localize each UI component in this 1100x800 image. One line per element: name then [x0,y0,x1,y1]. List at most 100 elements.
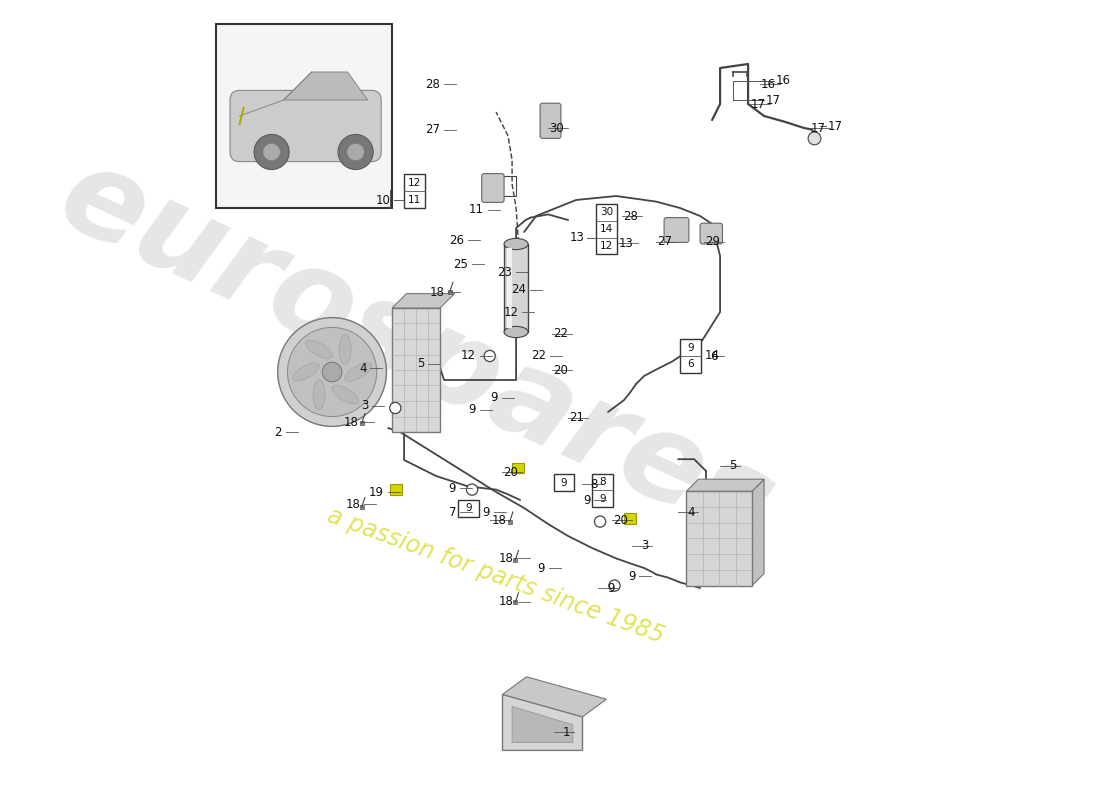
Circle shape [254,134,289,170]
Text: 16: 16 [761,78,777,90]
Ellipse shape [345,363,372,381]
Text: eurospares: eurospares [41,136,791,568]
Text: 9: 9 [482,506,490,518]
Text: 8: 8 [591,478,597,490]
Text: 11: 11 [469,203,484,216]
Ellipse shape [332,386,359,404]
Text: 14: 14 [600,224,613,234]
Text: 22: 22 [553,327,568,340]
Ellipse shape [293,363,319,381]
Text: 13: 13 [569,231,584,244]
Text: 17: 17 [828,120,843,133]
Text: 20: 20 [553,364,568,377]
Text: 11: 11 [408,194,421,205]
Circle shape [287,327,376,417]
Polygon shape [513,706,573,742]
Text: 13: 13 [619,237,634,250]
Text: 27: 27 [425,123,440,136]
Text: 5: 5 [728,459,736,472]
Polygon shape [503,694,583,750]
Text: 18: 18 [345,498,360,510]
Text: 4: 4 [688,506,694,518]
Text: 3: 3 [640,539,648,552]
Text: 6: 6 [688,359,694,370]
Text: 29: 29 [705,235,720,248]
Circle shape [594,516,606,527]
Circle shape [484,350,495,362]
FancyBboxPatch shape [700,223,723,244]
Bar [404,174,425,208]
Bar [392,308,440,432]
Text: 9: 9 [607,582,615,594]
Bar [507,248,513,328]
Circle shape [338,134,373,170]
Circle shape [609,580,620,591]
Text: 9: 9 [449,482,456,494]
Polygon shape [686,479,764,491]
Bar [216,24,392,208]
Text: 9: 9 [469,403,476,416]
Text: 22: 22 [530,350,546,362]
Text: 9: 9 [538,562,544,574]
Text: 28: 28 [623,210,638,222]
Text: 30: 30 [600,207,613,218]
Text: 27: 27 [657,235,672,248]
Circle shape [466,484,477,495]
Bar [513,462,525,474]
Text: 8: 8 [600,477,606,487]
Text: 10: 10 [375,194,390,206]
Bar [553,474,574,491]
Text: 9: 9 [561,478,568,488]
Text: 9: 9 [583,494,591,506]
Text: 17: 17 [750,98,766,110]
Text: 9: 9 [600,494,606,504]
FancyBboxPatch shape [482,174,504,202]
Text: 30: 30 [549,122,564,134]
Text: 20: 20 [613,514,628,526]
Text: 3: 3 [361,399,368,412]
Circle shape [277,318,386,426]
Text: 18: 18 [498,595,514,608]
Text: 17: 17 [766,94,781,106]
Text: 9: 9 [491,391,497,404]
Text: 21: 21 [569,411,584,424]
Text: 9: 9 [628,570,636,582]
Text: 2: 2 [274,426,282,438]
Text: 18: 18 [343,416,359,429]
Text: 12: 12 [461,350,476,362]
Text: 17: 17 [811,122,826,134]
Bar [504,244,528,332]
Ellipse shape [306,340,332,358]
Ellipse shape [339,334,351,364]
Circle shape [346,143,364,161]
Circle shape [322,362,342,382]
Circle shape [808,132,821,145]
Text: 20: 20 [504,466,518,478]
FancyBboxPatch shape [664,218,689,242]
Text: 6: 6 [711,350,718,363]
Bar [625,514,637,524]
Polygon shape [503,677,606,717]
Bar [686,491,752,586]
Circle shape [263,143,280,161]
Text: 9: 9 [688,342,694,353]
Text: 14: 14 [705,350,720,362]
Text: 4: 4 [359,362,366,374]
Text: 7: 7 [449,506,456,518]
Text: 1: 1 [563,726,571,738]
FancyBboxPatch shape [540,103,561,138]
Text: 12: 12 [600,241,613,251]
Text: 25: 25 [453,258,469,270]
Text: 28: 28 [426,78,440,90]
Text: 18: 18 [498,552,514,565]
Text: 18: 18 [429,286,444,298]
Bar [390,484,403,494]
Ellipse shape [504,238,528,250]
Bar [596,204,617,254]
Text: 19: 19 [370,486,384,498]
Text: a passion for parts since 1985: a passion for parts since 1985 [324,504,668,648]
FancyBboxPatch shape [230,90,382,162]
Ellipse shape [504,326,528,338]
Text: 5: 5 [417,358,425,370]
Circle shape [389,402,400,414]
